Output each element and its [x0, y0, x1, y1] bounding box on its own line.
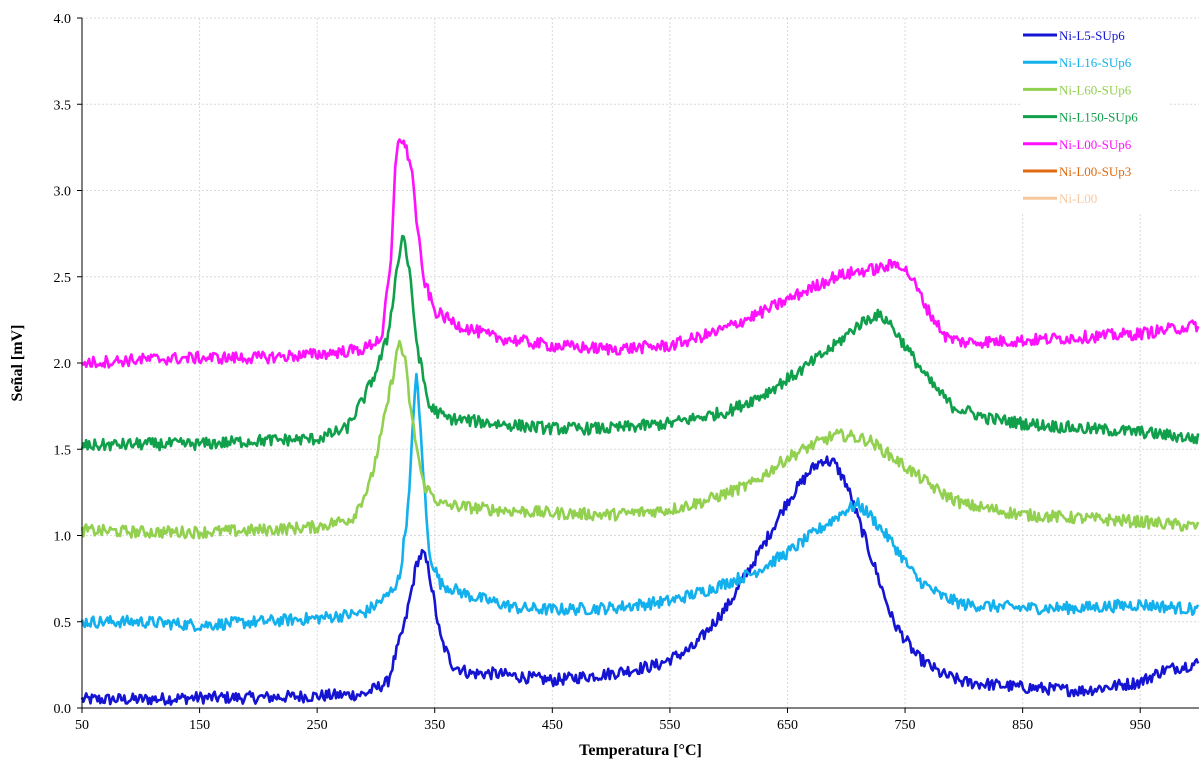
series-lines: [80, 138, 1200, 706]
x-tick-label: 850: [1012, 718, 1033, 733]
y-tick-label: 1.5: [54, 443, 72, 458]
x-tick-label: 650: [777, 718, 798, 733]
y-tick-label: 3.5: [54, 98, 72, 113]
y-axis-title: Señal [mV]: [9, 325, 26, 402]
y-tick-label: 2.0: [54, 357, 72, 372]
legend-label: Ni-L60-SUp6: [1059, 82, 1132, 97]
x-tick-label: 50: [75, 718, 89, 733]
series-line: [80, 372, 1200, 632]
x-tick-label: 250: [307, 718, 328, 733]
y-tick-label: 1.0: [54, 530, 72, 545]
legend-label: Ni-L00-SUp3: [1059, 164, 1131, 179]
legend-label: Ni-L16-SUp6: [1059, 55, 1132, 70]
x-axis-title: Temperatura [°C]: [579, 742, 702, 759]
legend-label: Ni-L00: [1059, 191, 1097, 206]
series-line: [80, 339, 1200, 540]
legend-label: Ni-L5-SUp6: [1059, 28, 1125, 43]
x-tick-label: 450: [542, 718, 563, 733]
x-tick-label: 550: [659, 718, 680, 733]
x-tick-label: 750: [895, 718, 916, 733]
y-tick-label: 0.5: [54, 616, 72, 631]
legend-label: Ni-L00-SUp6: [1059, 137, 1132, 152]
legend-label: Ni-L150-SUp6: [1059, 110, 1138, 125]
x-tick-label: 950: [1130, 718, 1151, 733]
y-tick-label: 3.0: [54, 185, 72, 200]
y-tick-label: 4.0: [54, 12, 72, 27]
y-tick-label: 2.5: [54, 271, 72, 286]
legend: Ni-L5-SUp6 Ni-L16-SUp6 Ni-L60-SUp6 Ni-L150-…: [1020, 22, 1170, 214]
series-line: [80, 455, 1200, 706]
x-tick-label: 150: [189, 718, 210, 733]
series-line: [81, 138, 1200, 369]
y-tick-label: 0.0: [54, 702, 72, 717]
x-tick-label: 350: [424, 718, 445, 733]
tick-labels: 50 150 250 350 450 550 650 750 850 950 0.0 0.5 1.0 1.…: [54, 12, 1151, 733]
series-line: [80, 234, 1200, 452]
